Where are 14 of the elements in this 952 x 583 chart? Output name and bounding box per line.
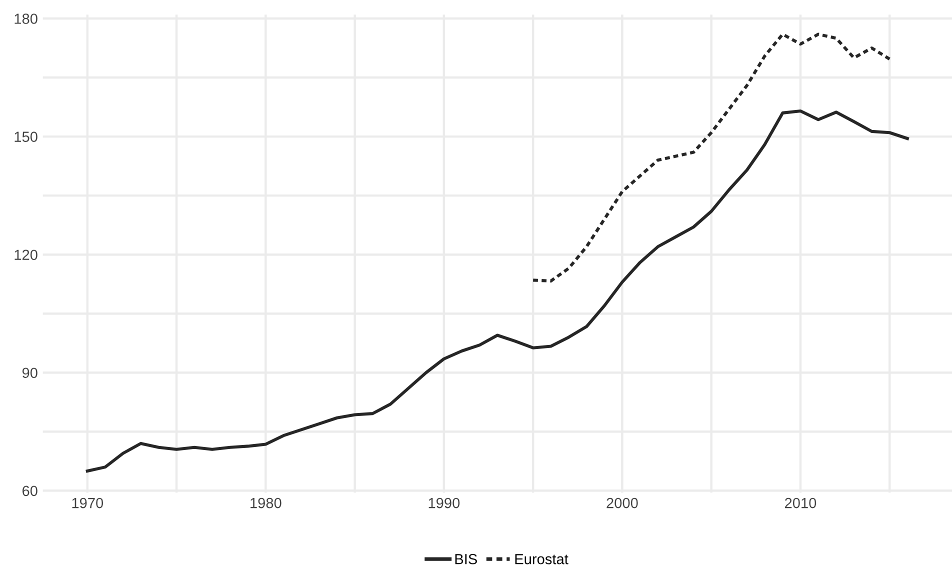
legend-label: Eurostat	[515, 554, 568, 564]
x-tick-label: 2000	[606, 498, 638, 508]
line-series	[86, 109, 909, 473]
y-tick-label: 150	[14, 132, 38, 142]
y-tick-label: 180	[14, 14, 38, 24]
y-tick-label: 120	[14, 250, 38, 260]
y-tick-label: 60	[22, 486, 38, 496]
legend-label: BIS	[455, 554, 477, 564]
x-tick-label: 2010	[784, 498, 816, 508]
x-tick-label: 1980	[250, 498, 282, 508]
x-tick-label: 1990	[428, 498, 460, 508]
line-series	[532, 32, 892, 282]
x-tick-label: 1970	[72, 498, 104, 508]
y-tick-label: 90	[22, 368, 38, 378]
